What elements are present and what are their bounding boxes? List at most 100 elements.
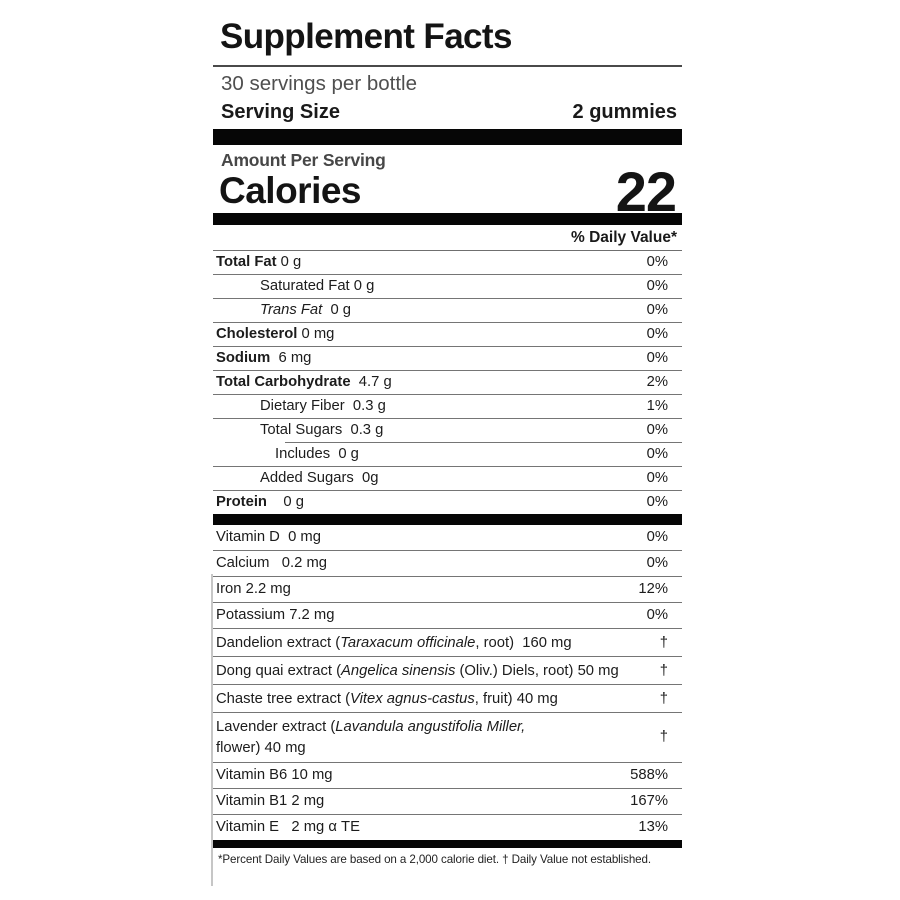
row-divider [213, 394, 682, 395]
daily-value: 0% [646, 326, 668, 342]
section-bar-calories [213, 213, 682, 225]
nutrient-row: Total Carbohydrate 4.7 g 2% [213, 371, 682, 394]
daily-value: 0% [646, 529, 668, 545]
nutrient-name: Vitamin E 2 mg α TE [216, 819, 360, 835]
nutrient-row: Potassium 7.2 mg 0% [213, 603, 682, 628]
nutrient-row: Vitamin B1 2 mg 167% [213, 789, 682, 814]
daily-value: 588% [630, 767, 668, 783]
daily-value: 0% [646, 254, 668, 270]
title-divider [213, 65, 682, 67]
daily-value: 0% [646, 350, 668, 366]
nutrient-row: Vitamin D 0 mg 0% [213, 525, 682, 550]
nutrient-row: Includes 0 g 0% [213, 443, 682, 466]
nutrient-name: Vitamin D 0 mg [216, 529, 321, 545]
nutrient-name: Saturated Fat 0 g [260, 278, 375, 294]
nutrient-name: Dong quai extract (Angelica sinensis (Ol… [216, 662, 619, 679]
daily-value-header: % Daily Value* [213, 225, 682, 251]
row-divider [213, 762, 682, 763]
nutrient-name: Cholesterol 0 mg [216, 326, 335, 342]
nutrient-row: Chaste tree extract (Vitex agnus-castus,… [213, 685, 682, 712]
nutrient-name: Trans Fat 0 g [260, 302, 352, 318]
amount-per-serving-label: Amount Per Serving [221, 150, 386, 170]
daily-value: 0% [646, 470, 668, 486]
daily-value: 0% [646, 555, 668, 571]
row-divider [213, 418, 682, 419]
row-divider [213, 656, 682, 657]
nutrient-row: Total Fat 0 g 0% [213, 251, 682, 274]
row-divider [213, 274, 682, 275]
row-divider [213, 628, 682, 629]
nutrient-row: Protein 0 g 0% [213, 491, 682, 514]
panel-title: Supplement Facts [220, 17, 512, 56]
row-divider [213, 788, 682, 789]
nutrient-name: Dandelion extract (Taraxacum officinale,… [216, 634, 572, 651]
row-divider [213, 712, 682, 713]
daily-value: 167% [630, 793, 668, 809]
row-divider [213, 322, 682, 323]
row-divider [213, 466, 682, 467]
calories-label: Calories [219, 170, 362, 211]
daily-value: 1% [646, 398, 668, 414]
nutrient-row: Sodium 6 mg 0% [213, 347, 682, 370]
nutrient-rows: Total Fat 0 g 0% Saturated Fat 0 g 0% Trans … [213, 251, 682, 848]
row-divider [213, 346, 682, 347]
nutrient-name: Lavender extract (Lavandula angustifolia… [216, 718, 526, 756]
nutrient-row: Iron 2.2 mg 12% [213, 577, 682, 602]
nutrient-row: Cholesterol 0 mg 0% [213, 323, 682, 346]
daily-value: † [659, 729, 668, 745]
section-divider-bar [213, 514, 682, 525]
daily-value: 0% [646, 494, 668, 510]
nutrient-row: Total Sugars 0.3 g 0% [213, 419, 682, 442]
daily-value: 0% [646, 446, 668, 462]
calories-value: 22 [615, 160, 677, 223]
nutrient-name: Total Sugars 0.3 g [260, 422, 384, 438]
nutrient-name: Total Carbohydrate 4.7 g [216, 374, 392, 390]
serving-size-label: Serving Size [221, 101, 340, 123]
daily-value: 0% [646, 278, 668, 294]
nutrient-row: Saturated Fat 0 g 0% [213, 275, 682, 298]
nutrient-name: Protein 0 g [216, 494, 304, 510]
panel-left-edge-line [211, 574, 213, 886]
row-divider [285, 442, 682, 443]
row-divider [213, 298, 682, 299]
nutrient-name: Total Fat 0 g [216, 254, 302, 270]
row-divider [213, 576, 682, 577]
daily-value: 12% [638, 581, 668, 597]
daily-value: 2% [646, 374, 668, 390]
nutrient-name: Sodium 6 mg [216, 350, 312, 366]
row-divider [213, 550, 682, 551]
nutrient-name: Potassium 7.2 mg [216, 607, 335, 623]
row-divider [213, 370, 682, 371]
nutrient-name: Chaste tree extract (Vitex agnus-castus,… [216, 690, 558, 707]
nutrient-name: Vitamin B1 2 mg [216, 793, 325, 809]
daily-value: 0% [646, 422, 668, 438]
nutrient-row: Vitamin B6 10 mg 588% [213, 763, 682, 788]
servings-per-container: 30 servings per bottle [221, 72, 418, 95]
calories-row: Calories 22 [213, 160, 682, 223]
nutrient-row: Dietary Fiber 0.3 g 1% [213, 395, 682, 418]
nutrient-name: Iron 2.2 mg [216, 581, 291, 597]
daily-value: 0% [646, 302, 668, 318]
daily-value: 0% [646, 607, 668, 623]
footnote: *Percent Daily Values are based on a 2,0… [218, 853, 651, 866]
nutrient-row: Lavender extract (Lavandula angustifolia… [213, 713, 682, 762]
supplement-facts-panel: Supplement Facts 30 servings per bottle … [211, 16, 682, 886]
serving-size-value: 2 gummies [572, 101, 677, 123]
section-bar-top [213, 129, 682, 145]
daily-value: 13% [638, 819, 668, 835]
row-divider [213, 602, 682, 603]
row-divider [213, 490, 682, 491]
nutrient-name: Added Sugars 0g [260, 470, 379, 486]
row-divider [213, 684, 682, 685]
daily-value: † [659, 690, 668, 707]
section-bar-bottom [213, 840, 682, 848]
daily-value: † [659, 634, 668, 651]
nutrient-row: Calcium 0.2 mg 0% [213, 551, 682, 576]
nutrient-row: Dandelion extract (Taraxacum officinale,… [213, 629, 682, 656]
nutrient-name: Dietary Fiber 0.3 g [260, 398, 386, 414]
serving-size-row: Serving Size 2 gummies [213, 99, 682, 125]
nutrient-name: Vitamin B6 10 mg [216, 767, 333, 783]
nutrient-row: Trans Fat 0 g 0% [213, 299, 682, 322]
nutrient-row: Added Sugars 0g 0% [213, 467, 682, 490]
row-divider [213, 814, 682, 815]
